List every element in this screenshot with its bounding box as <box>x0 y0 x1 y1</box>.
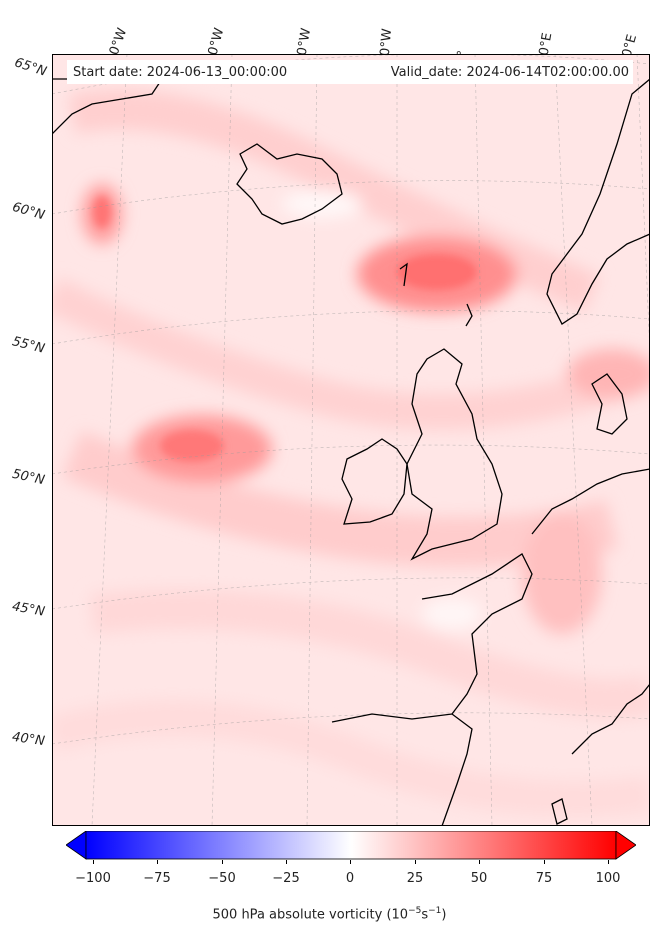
colorbar-tick-label: 100 <box>595 871 621 886</box>
ireland-coast <box>341 438 408 525</box>
valid-date-text: Valid_date: 2024-06-14T02:00:00.00 <box>390 65 629 80</box>
colorbar-tick-mark <box>479 860 480 864</box>
colorbar-tick-label: 25 <box>406 871 424 886</box>
colorbar-tick-mark <box>222 860 223 864</box>
vorticity-band <box>52 277 618 430</box>
colorbar-label: 500 hPa absolute vorticity (10−5s−1) <box>0 906 659 922</box>
italy-coast <box>571 683 650 755</box>
colorbar-tick-mark <box>608 860 609 864</box>
scotland-england-coast <box>406 348 503 561</box>
colorbar-tick-label: −75 <box>143 871 171 886</box>
colorbar-gradient <box>85 831 617 860</box>
colorbar-label-unit: s <box>421 907 429 923</box>
denmark-coast <box>591 373 628 435</box>
iceland-coast <box>236 143 343 225</box>
colorbar-tick-mark <box>350 860 351 864</box>
lat-label-55n: 55°N <box>10 334 47 357</box>
norway-coast <box>546 78 650 325</box>
vorticity-patch-scandinavia <box>567 349 650 399</box>
start-date-text: Start date: 2024-06-13_00:00:00 <box>73 65 288 80</box>
vorticity-map <box>52 54 650 826</box>
vorticity-patch-continent <box>522 514 602 634</box>
colorbar-tick-label: 50 <box>470 871 488 886</box>
france-coast <box>421 553 533 715</box>
colorbar-label-exponent: −5 <box>408 906 422 916</box>
colorbar-tick-mark <box>544 860 545 864</box>
colorbar-min-extend <box>66 831 87 860</box>
colorbar-tick-label: −25 <box>272 871 300 886</box>
colorbar-tick-label: 75 <box>535 871 553 886</box>
colorbar <box>66 831 636 860</box>
vorticity-band <box>89 589 650 719</box>
vorticity-field <box>52 89 650 817</box>
lat-label-45n: 45°N <box>10 599 46 620</box>
colorbar-tick-mark <box>157 860 158 864</box>
colorbar-label-end: ) <box>441 907 447 923</box>
info-header: Start date: 2024-06-13_00:00:00 Valid_da… <box>67 60 633 84</box>
vorticity-min-patch <box>282 190 362 218</box>
map-frame <box>52 54 650 826</box>
colorbar-tick-mark <box>93 860 94 864</box>
colorbar-tick-label: −50 <box>208 871 236 886</box>
corsica-sardinia <box>551 798 568 825</box>
lat-label-60n: 60°N <box>10 199 47 224</box>
colorbar-label-exponent: −1 <box>428 906 442 916</box>
colorbar-tick-label: −100 <box>75 871 111 886</box>
lat-label-50n: 50°N <box>10 466 46 489</box>
baltic-coast <box>531 468 650 535</box>
lat-label-40n: 40°N <box>11 729 46 750</box>
colorbar-tick-label: 0 <box>345 871 355 886</box>
vorticity-min-patch <box>422 598 482 630</box>
colorbar-tick-mark <box>415 860 416 864</box>
colorbar-max-extend <box>615 831 636 860</box>
iberia-coast <box>331 713 473 826</box>
faroe-islands <box>399 262 408 287</box>
graticule <box>52 54 650 826</box>
colorbar-label-text: 500 hPa absolute vorticity (10 <box>212 907 409 923</box>
lat-label-65n: 65°N <box>12 55 49 80</box>
coastlines <box>52 78 650 826</box>
colorbar-tick-mark <box>286 860 287 864</box>
shetland <box>465 303 473 327</box>
vorticity-band <box>52 700 650 817</box>
